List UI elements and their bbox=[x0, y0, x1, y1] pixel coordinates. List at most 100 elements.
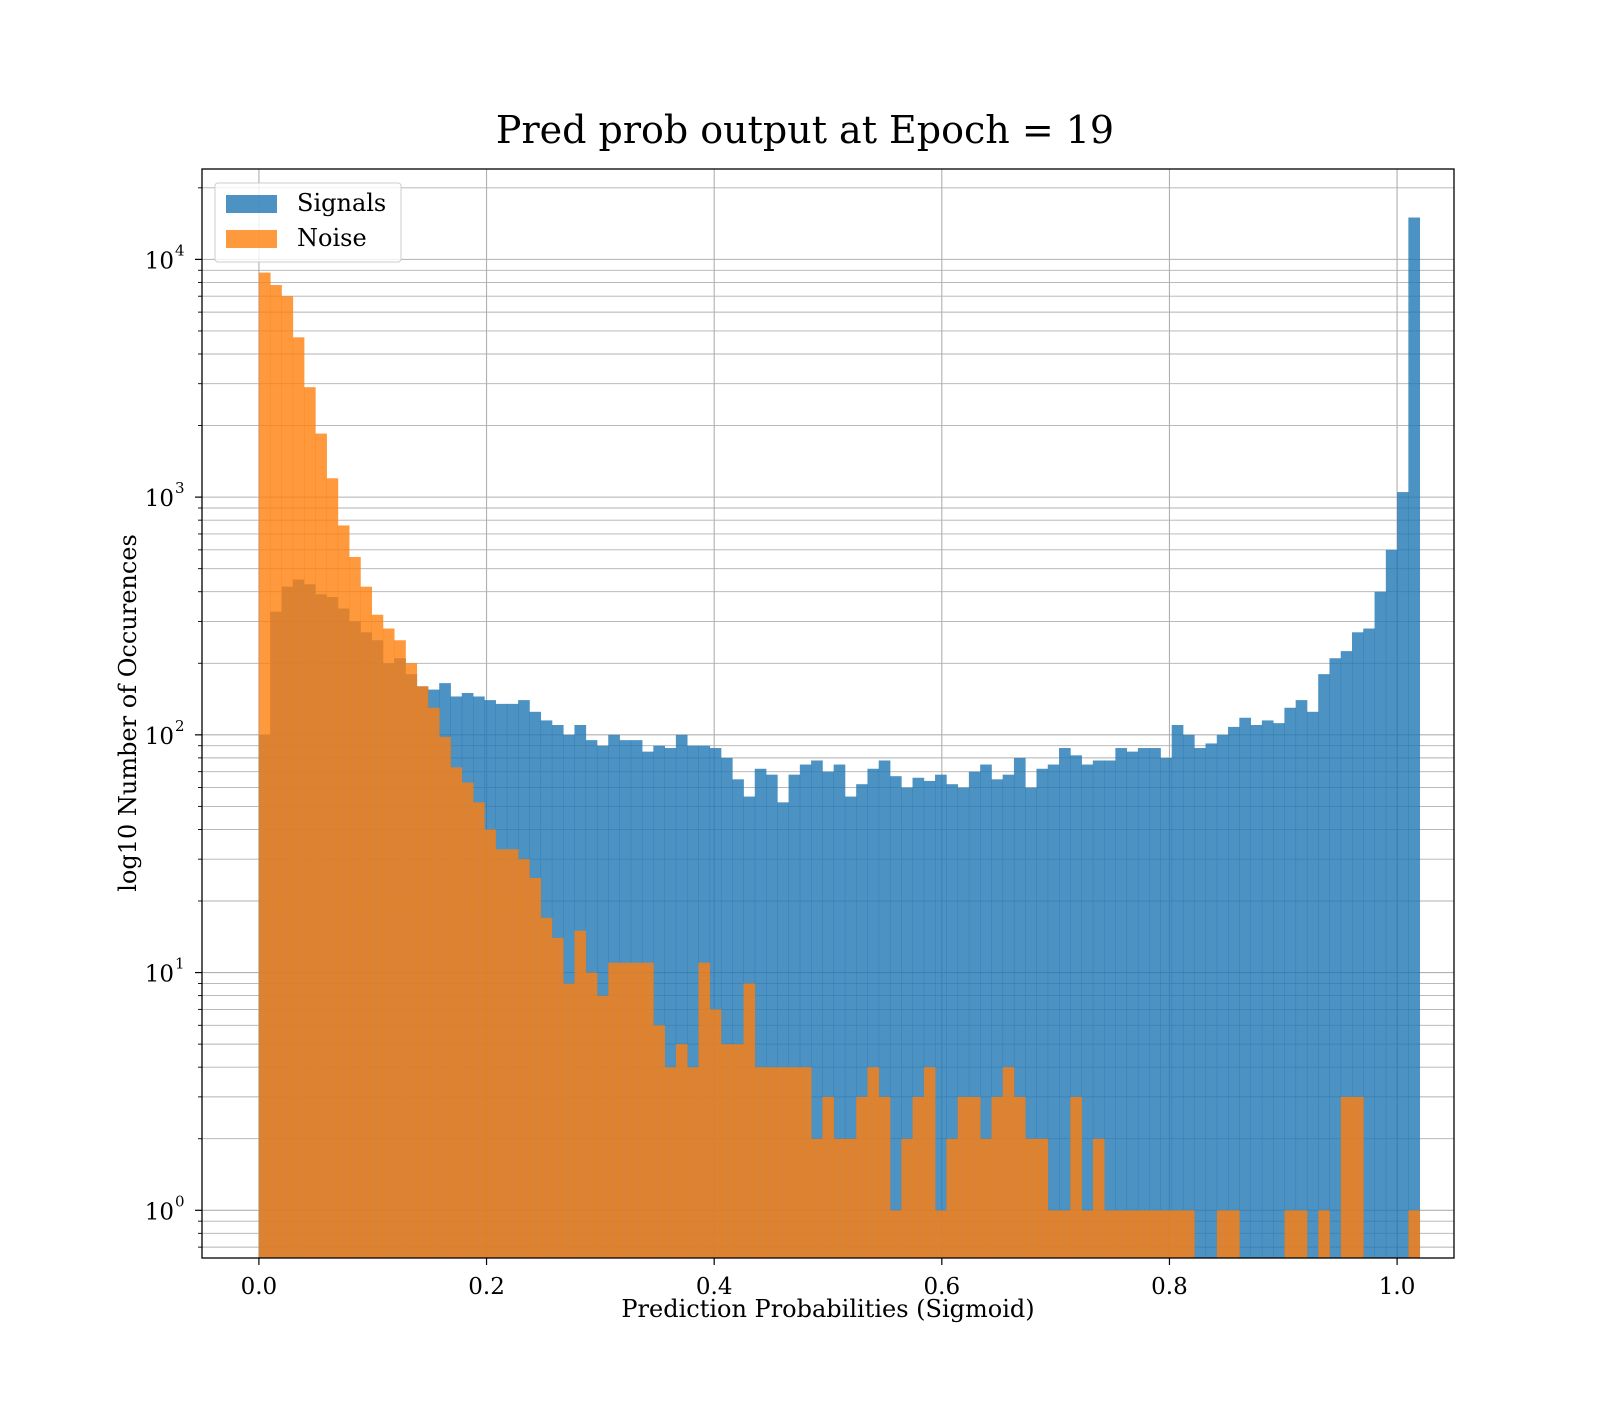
x-axis-ticks: 0.0 0.2 0.4 0.6 0.8 1.0 bbox=[241, 1258, 1415, 1300]
histogram-bar bbox=[923, 1067, 936, 1258]
histogram-bar bbox=[664, 748, 677, 1258]
histogram-bar bbox=[788, 1067, 801, 1258]
histogram-bar bbox=[371, 614, 384, 1258]
y-tick-label: 10 bbox=[145, 962, 174, 988]
histogram-bar bbox=[1070, 1096, 1082, 1258]
histogram-bar bbox=[822, 1096, 835, 1258]
histogram-bar bbox=[811, 1138, 823, 1258]
histogram-bar bbox=[1013, 757, 1026, 1258]
histogram-bar bbox=[946, 784, 958, 1258]
histogram-bar bbox=[901, 787, 913, 1258]
legend-swatch-noise bbox=[226, 230, 277, 248]
histogram-bar bbox=[788, 774, 801, 1258]
histogram-bar bbox=[968, 771, 981, 1258]
histogram-bar bbox=[450, 767, 463, 1258]
histogram-bar bbox=[1104, 760, 1116, 1258]
histogram-bar bbox=[1002, 774, 1015, 1258]
x-tick-label: 0.6 bbox=[924, 1274, 961, 1300]
histogram-bar bbox=[1104, 1210, 1116, 1258]
histogram-bar bbox=[337, 525, 350, 1258]
histogram-bar bbox=[1115, 1210, 1128, 1258]
histogram-bar bbox=[1374, 591, 1387, 1258]
legend-swatch-signals bbox=[226, 195, 277, 213]
histogram-bar bbox=[1149, 748, 1161, 1258]
histogram-bar bbox=[1025, 787, 1037, 1258]
histogram-bar bbox=[405, 663, 418, 1258]
histogram-bar bbox=[923, 780, 936, 1258]
histogram-bar bbox=[1352, 632, 1364, 1258]
histogram-bar bbox=[1070, 755, 1082, 1258]
histogram-bar bbox=[1149, 1210, 1161, 1258]
legend-label-signals: Signals bbox=[297, 189, 386, 217]
x-tick-label: 0.4 bbox=[696, 1274, 733, 1300]
histogram-bar bbox=[1352, 1096, 1364, 1258]
histogram-bar bbox=[889, 1210, 902, 1258]
histogram-bar bbox=[833, 764, 846, 1258]
histogram-bar bbox=[281, 296, 294, 1258]
histogram-bar bbox=[1081, 764, 1094, 1258]
y-tick-exponent: 2 bbox=[175, 717, 185, 735]
histogram-bar bbox=[912, 1096, 925, 1258]
histogram-bar bbox=[935, 1210, 947, 1258]
histogram-bar bbox=[473, 802, 485, 1258]
histogram-bar bbox=[1059, 1210, 1071, 1258]
histogram-bar bbox=[1408, 1210, 1421, 1258]
histogram-bar bbox=[1397, 492, 1409, 1258]
histogram-bar bbox=[844, 1138, 857, 1258]
histogram-bar bbox=[720, 1044, 733, 1258]
histogram-bar bbox=[326, 478, 339, 1259]
histogram-bar bbox=[1160, 757, 1173, 1258]
histogram-bar bbox=[675, 1044, 688, 1258]
histogram-bar bbox=[1182, 1210, 1195, 1258]
histogram-bar bbox=[777, 802, 789, 1258]
histogram-bar bbox=[382, 628, 395, 1258]
y-axis-label: log10 Number of Occurences bbox=[114, 534, 142, 892]
legend: Signals Noise bbox=[214, 182, 402, 263]
histogram-bar bbox=[675, 734, 688, 1258]
histogram-bar bbox=[1013, 1096, 1026, 1258]
histogram-bar bbox=[630, 962, 643, 1258]
histogram-bar bbox=[935, 774, 947, 1258]
histogram-bar bbox=[551, 937, 564, 1258]
histogram-bar bbox=[743, 983, 756, 1258]
histogram-bar bbox=[1002, 1067, 1015, 1258]
histogram-bar bbox=[1295, 700, 1308, 1258]
histogram-bar bbox=[1126, 1210, 1139, 1258]
histogram-bar bbox=[518, 859, 530, 1258]
histogram-bar bbox=[1385, 549, 1398, 1258]
histogram-bar bbox=[687, 1067, 699, 1258]
histogram-bar bbox=[732, 1044, 744, 1258]
histogram-bar bbox=[529, 877, 542, 1258]
histogram-bar bbox=[867, 768, 880, 1258]
histogram-bar bbox=[1059, 748, 1071, 1258]
histogram-bar bbox=[608, 962, 620, 1258]
histogram-bar bbox=[1284, 1210, 1297, 1258]
histogram-bar bbox=[1036, 1138, 1049, 1258]
histogram-bar bbox=[754, 1067, 767, 1258]
histogram-bar bbox=[1025, 1138, 1037, 1258]
histogram-bar bbox=[889, 776, 902, 1258]
histogram-bar bbox=[416, 686, 429, 1258]
histogram-bar bbox=[1318, 674, 1330, 1258]
histogram-bar bbox=[653, 1025, 665, 1258]
y-tick-label: 10 bbox=[145, 248, 174, 274]
histogram-bar bbox=[495, 849, 508, 1258]
histogram-bar bbox=[1239, 717, 1251, 1258]
histogram-bar bbox=[901, 1138, 913, 1258]
histogram-bar bbox=[1137, 748, 1150, 1258]
x-tick-label: 0.2 bbox=[468, 1274, 505, 1300]
histogram-bar bbox=[315, 433, 327, 1259]
histogram-bar bbox=[1092, 760, 1105, 1258]
x-tick-label: 0.8 bbox=[1151, 1274, 1188, 1300]
histogram-bar bbox=[991, 1096, 1004, 1258]
series-noise bbox=[258, 272, 1421, 1259]
y-tick-exponent: 3 bbox=[175, 479, 185, 497]
histogram-bar bbox=[270, 285, 282, 1259]
bars bbox=[258, 217, 1421, 1259]
histogram-bar bbox=[766, 1067, 778, 1258]
histogram-bar bbox=[1194, 748, 1206, 1258]
histogram-bar bbox=[799, 1067, 812, 1258]
y-tick-label: 10 bbox=[145, 724, 174, 750]
